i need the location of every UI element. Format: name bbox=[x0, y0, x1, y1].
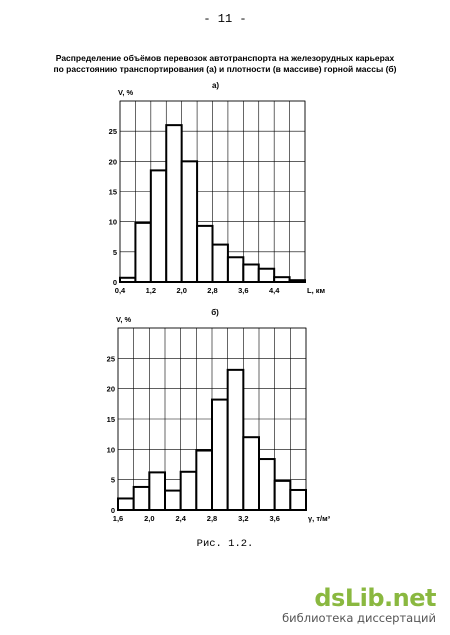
x-tick-label: 2,8 bbox=[207, 286, 217, 295]
figure-title-line-2: по расстоянию транспортирования (а) и пл… bbox=[53, 64, 397, 74]
page-number: - 11 - bbox=[203, 12, 247, 26]
y-axis-label: V, % bbox=[116, 315, 131, 324]
y-tick-label: 15 bbox=[109, 188, 117, 197]
histogram-bar bbox=[148, 471, 166, 511]
histogram-bar bbox=[180, 160, 199, 283]
x-tick-label: 3,6 bbox=[269, 514, 279, 523]
histogram-bar bbox=[164, 489, 182, 512]
x-tick-label: 1,2 bbox=[146, 286, 156, 295]
watermark-subtitle: библиотека диссертаций bbox=[282, 611, 436, 625]
histogram-bar bbox=[226, 368, 245, 511]
histogram-bar bbox=[132, 485, 151, 511]
histogram-bar bbox=[273, 479, 292, 512]
y-tick-label: 25 bbox=[109, 127, 117, 136]
x-tick-label: 4,4 bbox=[269, 286, 280, 295]
y-tick-label: 10 bbox=[109, 218, 117, 227]
x-tick-label: 2,8 bbox=[207, 514, 217, 523]
watermark-logo: dsLib.net bbox=[314, 584, 436, 612]
watermark: dsLib.net библиотека диссертаций bbox=[282, 585, 436, 625]
histogram-bar bbox=[257, 267, 276, 283]
histogram-bar bbox=[258, 458, 276, 512]
y-tick-label: 20 bbox=[107, 385, 115, 394]
x-axis-label: L, км bbox=[307, 286, 326, 295]
x-tick-label: 2,0 bbox=[176, 286, 186, 295]
histogram-bar bbox=[117, 497, 135, 511]
x-tick-label: 3,2 bbox=[238, 514, 248, 523]
y-tick-label: 0 bbox=[111, 506, 115, 515]
y-tick-label: 20 bbox=[109, 157, 117, 166]
y-axis-label: V, % bbox=[118, 88, 133, 97]
figure-title-line-1: Распределение объёмов перевозок автотран… bbox=[55, 53, 395, 63]
x-axis-label: γ, т/м³ bbox=[308, 514, 331, 523]
x-tick-label: 1,6 bbox=[113, 514, 123, 523]
histogram-bar bbox=[288, 279, 307, 284]
figure-caption: Рис. 1.2. bbox=[196, 538, 254, 550]
y-tick-label: 25 bbox=[107, 354, 115, 363]
y-tick-label: 5 bbox=[111, 476, 115, 485]
y-tick-label: 0 bbox=[113, 278, 117, 287]
histogram-bar bbox=[179, 470, 198, 511]
x-tick-label: 0,4 bbox=[115, 286, 126, 295]
histogram-bar bbox=[195, 449, 213, 511]
panel-label: а) bbox=[212, 81, 219, 90]
y-tick-label: 10 bbox=[107, 445, 115, 454]
y-tick-label: 5 bbox=[113, 248, 117, 257]
histogram-bar bbox=[289, 488, 308, 512]
panel-label: б) bbox=[211, 308, 219, 317]
figure-title: Распределение объёмов перевозок автотран… bbox=[40, 53, 410, 75]
x-tick-label: 2,0 bbox=[144, 514, 154, 523]
histogram-bar bbox=[211, 398, 229, 511]
y-tick-label: 15 bbox=[107, 415, 115, 424]
x-tick-label: 2,4 bbox=[175, 514, 186, 523]
histogram-bar bbox=[242, 436, 260, 512]
x-tick-label: 3,6 bbox=[238, 286, 248, 295]
